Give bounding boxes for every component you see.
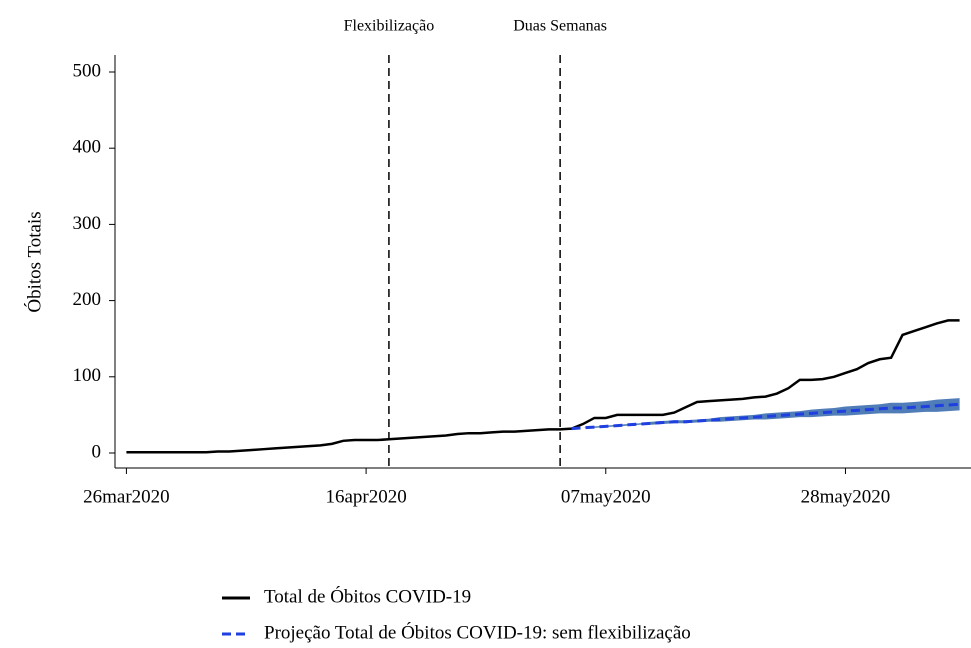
y-tick-label: 200 — [73, 289, 102, 310]
y-tick-label: 500 — [73, 60, 102, 81]
x-tick-label: 16apr2020 — [325, 486, 406, 507]
y-axis-label: Óbitos Totais — [23, 211, 45, 312]
series-line — [571, 402, 960, 431]
event-label: Flexibilização — [344, 18, 435, 35]
confidence-band — [571, 398, 960, 429]
series-line — [126, 319, 960, 454]
x-tick-label: 26mar2020 — [83, 486, 170, 507]
y-tick-label: 400 — [73, 137, 102, 158]
legend-label: Total de Óbitos COVID-19 — [264, 585, 471, 607]
y-tick-label: 0 — [92, 441, 102, 462]
x-tick-label: 07may2020 — [561, 486, 651, 507]
x-tick-label: 28may2020 — [801, 486, 891, 507]
legend-label: Projeção Total de Óbitos COVID-19: sem f… — [264, 621, 691, 643]
event-label: Duas Semanas — [513, 18, 607, 35]
y-tick-label: 100 — [73, 365, 102, 386]
y-tick-label: 300 — [73, 213, 102, 234]
